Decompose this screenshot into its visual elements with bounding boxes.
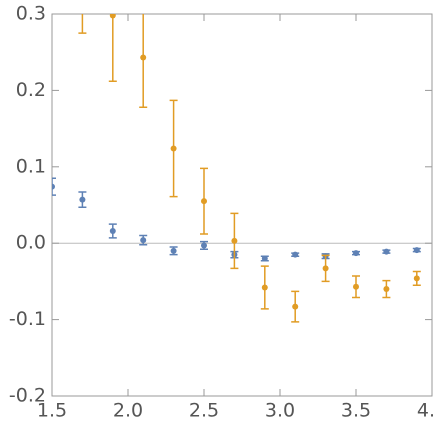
y-tick-label: 0.0 <box>16 232 46 254</box>
y-tick-label: 0.1 <box>16 155 46 177</box>
data-point <box>79 0 85 2</box>
data-point <box>413 275 420 282</box>
data-point <box>109 227 116 234</box>
x-tick-label: 3.0 <box>265 400 295 422</box>
y-tick-label: -0.2 <box>9 385 46 407</box>
x-tick-label: 2.5 <box>189 400 219 422</box>
data-point <box>261 255 268 262</box>
data-point <box>353 283 359 290</box>
data-point <box>292 251 299 258</box>
data-point <box>413 247 420 254</box>
data-point <box>79 196 86 203</box>
plot-frame <box>51 13 433 397</box>
data-point <box>383 286 390 293</box>
data-point <box>292 303 299 310</box>
x-tick-label: 1.5 <box>37 400 67 422</box>
y-tick-label: -0.1 <box>9 308 46 330</box>
x-tick-label: 3.5 <box>341 400 371 422</box>
data-point <box>261 284 268 291</box>
data-point <box>52 183 55 190</box>
data-point <box>322 265 329 272</box>
error-bar <box>108 14 117 82</box>
data-point <box>353 250 359 257</box>
data-point <box>140 54 147 61</box>
data-point <box>170 247 177 254</box>
error-bar <box>78 14 87 34</box>
data-point <box>201 198 207 205</box>
data-point <box>109 14 116 19</box>
plot-area <box>52 0 432 323</box>
x-tick-label: 4.0 <box>417 400 436 422</box>
data-point <box>201 242 207 249</box>
y-tick-label: 0.3 <box>16 3 46 25</box>
data-point <box>383 248 390 255</box>
data-point <box>170 145 177 152</box>
error-bar <box>52 177 56 196</box>
x-tick-label: 2.0 <box>113 400 143 422</box>
data-point <box>231 237 238 244</box>
data-point <box>140 237 147 244</box>
y-tick-label: 0.2 <box>16 79 46 101</box>
